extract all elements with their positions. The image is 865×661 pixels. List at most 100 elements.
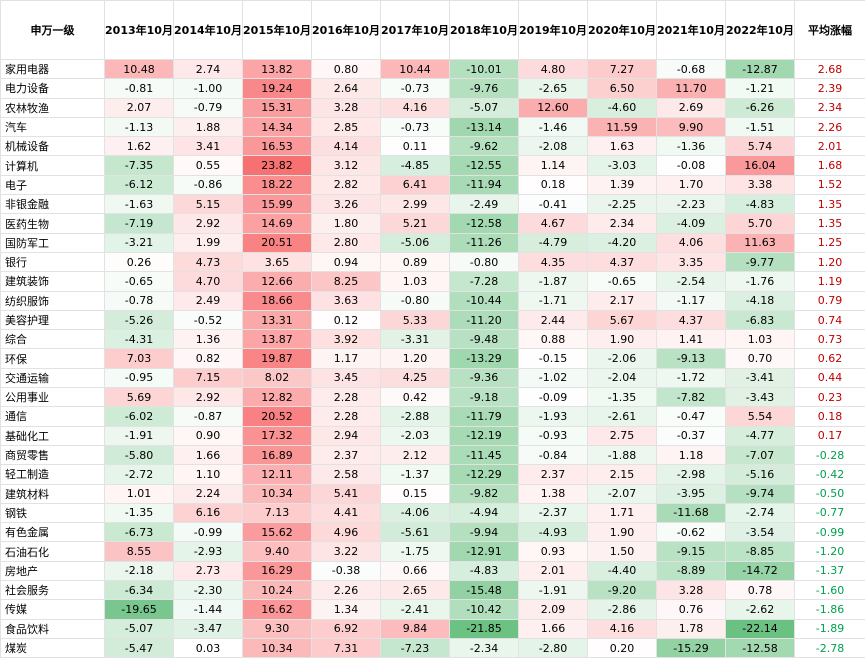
average-cell: 0.62 [794, 348, 865, 369]
value-cell: -15.29 [656, 637, 726, 659]
value-cell: -5.16 [725, 464, 795, 485]
value-cell: -0.68 [656, 58, 726, 80]
value-cell: 9.90 [656, 116, 726, 138]
value-cell: -4.83 [725, 194, 795, 215]
value-cell: -1.63 [104, 194, 174, 215]
table-row: 有色金属 -6.73 -0.99 15.62 4.96 -5.61 -9.94 -4.93 1.… [0, 522, 865, 543]
industry-name: 机械设备 [0, 136, 105, 157]
value-cell: 20.51 [242, 232, 312, 253]
value-cell: 2.37 [311, 444, 381, 466]
value-cell: 2.12 [380, 444, 450, 466]
value-cell: 7.31 [311, 637, 381, 659]
industry-name: 综合 [0, 329, 105, 350]
value-cell: -4.18 [725, 290, 795, 311]
value-cell: -4.83 [449, 560, 519, 582]
value-cell: -4.09 [656, 213, 726, 234]
value-cell: 12.60 [518, 97, 588, 118]
value-cell: 3.92 [311, 329, 381, 350]
value-cell: 1.03 [725, 329, 795, 350]
industry-name: 轻工制造 [0, 464, 105, 485]
value-cell: -10.44 [449, 290, 519, 311]
value-cell: -5.61 [380, 522, 450, 543]
average-cell: 2.34 [794, 97, 865, 118]
value-cell: 0.89 [380, 251, 450, 273]
value-cell: -3.95 [656, 483, 726, 504]
value-cell: -0.38 [311, 560, 381, 582]
value-cell: 2.34 [587, 213, 657, 234]
value-cell: -0.62 [656, 522, 726, 543]
value-cell: -1.02 [518, 367, 588, 389]
value-cell: -12.91 [449, 541, 519, 562]
value-cell: 23.82 [242, 155, 312, 176]
value-cell: 16.04 [725, 155, 795, 176]
column-header: 2019年10月 [518, 0, 588, 60]
value-cell: -2.34 [449, 637, 519, 659]
value-cell: 1.88 [173, 116, 243, 138]
value-cell: -2.62 [725, 599, 795, 620]
value-cell: 1.70 [656, 174, 726, 196]
value-cell: 3.26 [311, 194, 381, 215]
column-header: 2022年10月 [725, 0, 795, 60]
value-cell: -1.72 [656, 367, 726, 389]
value-cell: 15.62 [242, 522, 312, 543]
value-cell: 7.13 [242, 502, 312, 524]
value-cell: 2.07 [104, 97, 174, 118]
value-cell: 7.27 [587, 58, 657, 80]
table-row: 家用电器 10.48 2.74 13.82 0.80 10.44 -10.01 4.80 7.2… [0, 58, 865, 80]
industry-name: 国防军工 [0, 232, 105, 253]
value-cell: -1.87 [518, 271, 588, 292]
value-cell: 11.59 [587, 116, 657, 138]
value-cell: -1.21 [725, 78, 795, 99]
table-row: 电力设备 -0.81 -1.00 19.24 2.64 -0.73 -9.76 -2.65 6.… [0, 78, 865, 99]
table-row: 石油石化 8.55 -2.93 9.40 3.22 -1.75 -12.91 0.93 1.50… [0, 541, 865, 562]
value-cell: 1.17 [311, 348, 381, 369]
value-cell: -2.03 [380, 425, 450, 446]
value-cell: -0.80 [380, 290, 450, 311]
value-cell: -12.29 [449, 464, 519, 485]
value-cell: 16.53 [242, 136, 312, 157]
industry-name: 家用电器 [0, 58, 105, 80]
value-cell: 2.17 [587, 290, 657, 311]
value-cell: 0.66 [380, 560, 450, 582]
table-row: 汽车 -1.13 1.88 14.34 2.85 -0.73 -13.14 -1.46 11.5… [0, 116, 865, 138]
industry-name: 银行 [0, 251, 105, 273]
value-cell: 2.92 [173, 213, 243, 234]
average-cell: -0.77 [794, 502, 865, 524]
value-cell: -2.08 [518, 136, 588, 157]
table-row: 综合 -4.31 1.36 13.87 3.92 -3.31 -9.48 0.88 1.90 1.… [0, 329, 865, 350]
value-cell: 5.69 [104, 387, 174, 408]
value-cell: 1.71 [587, 502, 657, 524]
value-cell: -2.80 [518, 637, 588, 659]
table-row: 交通运输 -0.95 7.15 8.02 3.45 4.25 -9.36 -1.02 -2.04… [0, 367, 865, 389]
average-cell: 0.18 [794, 406, 865, 427]
value-cell: 4.96 [311, 522, 381, 543]
value-cell: 10.24 [242, 580, 312, 601]
average-cell: 0.44 [794, 367, 865, 389]
average-cell: 2.26 [794, 116, 865, 138]
value-cell: -12.87 [725, 58, 795, 80]
average-cell: -1.37 [794, 560, 865, 582]
value-cell: 0.70 [725, 348, 795, 369]
value-cell: -14.72 [725, 560, 795, 582]
table-row: 食品饮料 -5.07 -3.47 9.30 6.92 9.84 -21.85 1.66 4.16… [0, 618, 865, 639]
value-cell: 20.52 [242, 406, 312, 427]
value-cell: 19.24 [242, 78, 312, 99]
value-cell: 1.66 [173, 444, 243, 466]
value-cell: 2.85 [311, 116, 381, 138]
value-cell: 1.39 [587, 174, 657, 196]
value-cell: 5.70 [725, 213, 795, 234]
value-cell: -1.44 [173, 599, 243, 620]
value-cell: 4.70 [173, 271, 243, 292]
average-cell: 0.17 [794, 425, 865, 446]
table-row: 传媒 -19.65 -1.44 16.62 1.34 -2.41 -10.42 2.09 -2.… [0, 599, 865, 620]
value-cell: -10.01 [449, 58, 519, 80]
value-cell: -3.54 [725, 522, 795, 543]
value-cell: 4.16 [587, 618, 657, 639]
value-cell: 2.99 [380, 194, 450, 215]
value-cell: -1.91 [104, 425, 174, 446]
value-cell: -2.07 [587, 483, 657, 504]
value-cell: -6.12 [104, 174, 174, 196]
industry-name: 非银金融 [0, 194, 105, 215]
value-cell: -22.14 [725, 618, 795, 639]
value-cell: 3.28 [311, 97, 381, 118]
